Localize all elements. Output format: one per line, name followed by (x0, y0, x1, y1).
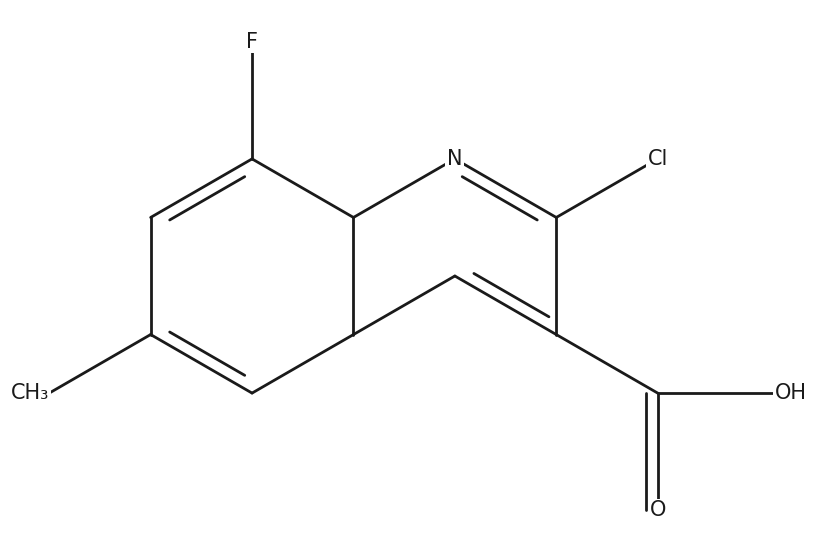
Text: F: F (246, 32, 258, 52)
Text: Cl: Cl (648, 149, 667, 169)
Text: O: O (649, 500, 666, 520)
Text: OH: OH (775, 383, 806, 403)
Text: CH₃: CH₃ (11, 383, 49, 403)
Text: N: N (447, 149, 463, 169)
